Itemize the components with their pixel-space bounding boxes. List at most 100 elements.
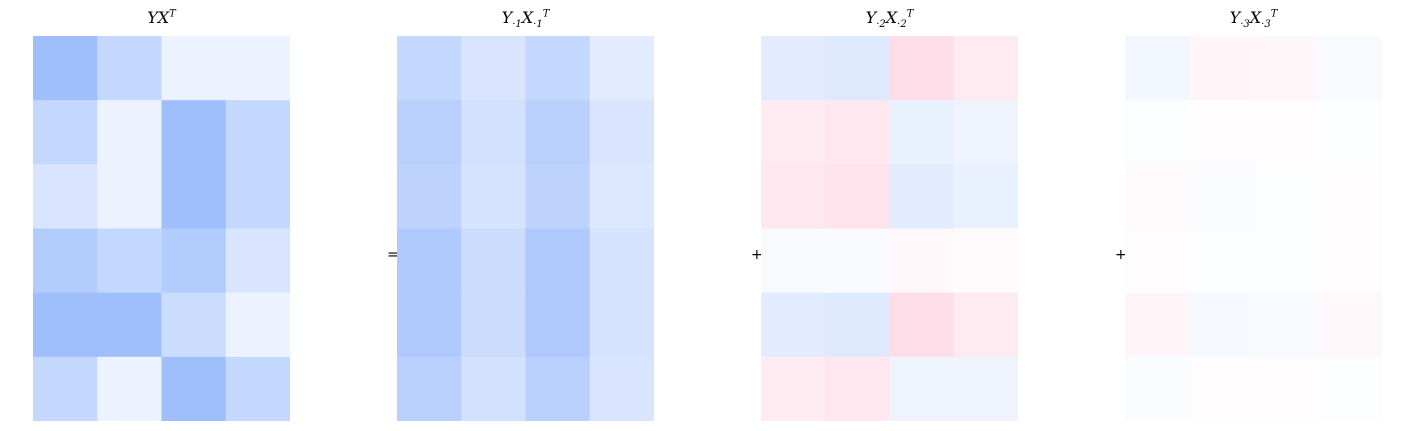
heatmap-cell (33, 292, 98, 358)
heatmap-cell (161, 292, 227, 358)
heatmap-cell (889, 228, 955, 294)
heatmap-cell (953, 356, 1018, 421)
heatmap-cell (97, 228, 162, 294)
heatmap-cell (589, 356, 654, 421)
heatmap-cell (761, 100, 826, 165)
heatmap-cell (225, 164, 290, 229)
heatmap-cell (397, 356, 462, 421)
heatmap-grid (1125, 36, 1382, 421)
heatmap-cell (1189, 292, 1254, 358)
heatmap-cell (397, 36, 462, 101)
heatmap-cell (461, 356, 526, 421)
heatmap-cell (589, 100, 654, 165)
heatmap-grid (397, 36, 654, 421)
heatmap-cell (33, 356, 98, 421)
heatmap-cell (1125, 100, 1190, 165)
heatmap-cell (889, 100, 955, 165)
plus-operator: + (751, 247, 763, 263)
heatmap-cell (889, 356, 955, 421)
heatmap-cell (461, 228, 526, 294)
heatmap-cell (1317, 100, 1382, 165)
heatmap-cell (889, 36, 955, 101)
heatmap-cell (825, 292, 890, 358)
heatmap-cell (761, 228, 826, 294)
panel-title: YXT (147, 8, 176, 27)
heatmap-cell (825, 100, 890, 165)
heatmap-cell (225, 36, 290, 101)
heatmap-cell (1189, 36, 1254, 101)
heatmap-cell (1125, 292, 1190, 358)
heatmap-cell (461, 292, 526, 358)
heatmap-cell (825, 164, 890, 229)
heatmap-cell (1317, 228, 1382, 294)
heatmap-cell (1125, 356, 1190, 421)
heatmap-cell (953, 228, 1018, 294)
heatmap-cell (589, 164, 654, 229)
heatmap-cell (589, 292, 654, 358)
heatmap-grid (33, 36, 290, 421)
heatmap-cell (33, 228, 98, 294)
heatmap-cell (1253, 292, 1319, 358)
heatmap-cell (825, 228, 890, 294)
heatmap-cell (397, 228, 462, 294)
heatmap-cell (225, 100, 290, 165)
heatmap-cell (525, 164, 591, 229)
heatmap-cell (889, 164, 955, 229)
heatmap-cell (397, 164, 462, 229)
heatmap-grid (761, 36, 1018, 421)
heatmap-cell (525, 36, 591, 101)
heatmap-cell (1253, 228, 1319, 294)
heatmap-cell (1317, 36, 1382, 101)
heatmap-cell (889, 292, 955, 358)
heatmap-cell (1317, 164, 1382, 229)
heatmap-cell (97, 36, 162, 101)
heatmap-cell (1253, 100, 1319, 165)
heatmap-cell (1125, 36, 1190, 101)
heatmap-cell (397, 100, 462, 165)
heatmap-cell (225, 228, 290, 294)
heatmap-cell (1189, 228, 1254, 294)
heatmap-cell (461, 36, 526, 101)
heatmap-cell (953, 100, 1018, 165)
heatmap-cell (953, 36, 1018, 101)
heatmap-cell (525, 356, 591, 421)
heatmap-cell (97, 100, 162, 165)
heatmap-cell (1253, 164, 1319, 229)
heatmap-cell (33, 164, 98, 229)
heatmap-cell (161, 36, 227, 101)
panel-title: Y·3X·3T (1229, 8, 1278, 31)
equals-operator: = (387, 247, 399, 263)
heatmap-cell (825, 356, 890, 421)
heatmap-cell (1189, 164, 1254, 229)
heatmap-cell (1189, 356, 1254, 421)
heatmap-cell (161, 164, 227, 229)
panel-title: Y·2X·2T (865, 8, 914, 31)
heatmap-cell (761, 292, 826, 358)
heatmap-cell (1317, 356, 1382, 421)
heatmap-cell (1253, 356, 1319, 421)
heatmap-cell (461, 164, 526, 229)
heatmap-cell (97, 292, 162, 358)
heatmap-cell (161, 100, 227, 165)
heatmap-cell (1317, 292, 1382, 358)
heatmap-cell (33, 36, 98, 101)
heatmap-cell (761, 356, 826, 421)
heatmap-cell (161, 228, 227, 294)
heatmap-cell (1125, 164, 1190, 229)
heatmap-cell (1189, 100, 1254, 165)
heatmap-cell (525, 100, 591, 165)
heatmap-cell (589, 36, 654, 101)
heatmap-cell (225, 356, 290, 421)
heatmap-cell (761, 164, 826, 229)
heatmap-cell (225, 292, 290, 358)
heatmap-cell (397, 292, 462, 358)
heatmap-cell (33, 100, 98, 165)
heatmap-cell (1253, 36, 1319, 101)
heatmap-cell (161, 356, 227, 421)
heatmap-cell (825, 36, 890, 101)
plus-operator: + (1115, 247, 1127, 263)
heatmap-cell (97, 356, 162, 421)
heatmap-cell (461, 100, 526, 165)
heatmap-cell (953, 292, 1018, 358)
panel-title: Y·1X·1T (501, 8, 550, 31)
